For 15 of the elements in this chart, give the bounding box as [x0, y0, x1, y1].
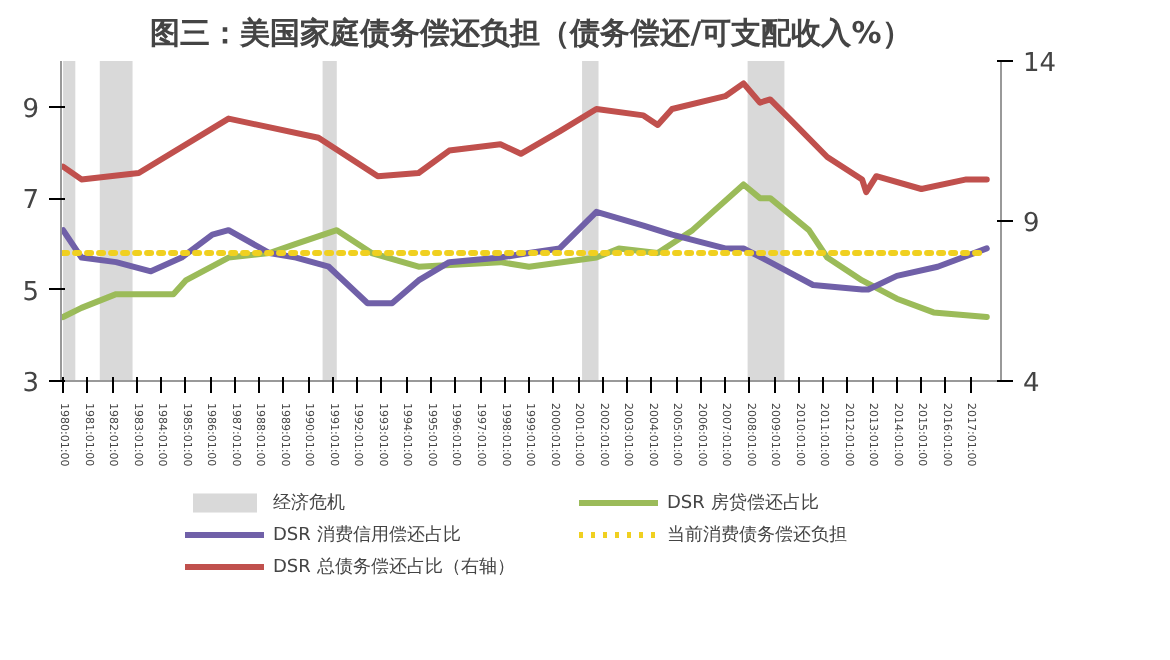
legend-label: 当前消费债务偿还负担 [667, 523, 849, 548]
chart-title: 图三：美国家庭债务偿还负担（债务偿还/可支配收入%） [150, 15, 912, 51]
y-tick-label: 5 [22, 277, 40, 308]
line-series [61, 80, 990, 196]
legend-label: 经济危机 [273, 491, 347, 516]
line-series [61, 208, 990, 307]
legend-label: DSR 房贷偿还占比 [667, 491, 821, 516]
y2-tick-label: 9 [1023, 209, 1040, 239]
legend-label: DSR 消费信用偿还占比 [273, 523, 463, 548]
y2-tick-label: 4 [1023, 369, 1040, 399]
y-tick-label: 9 [22, 94, 40, 125]
y2-tick-label: 14 [1023, 49, 1057, 79]
legend-label: DSR 总债务偿还占比（右轴） [273, 555, 517, 580]
y-tick-label: 7 [22, 186, 40, 217]
y-tick-label: 3 [22, 369, 40, 399]
